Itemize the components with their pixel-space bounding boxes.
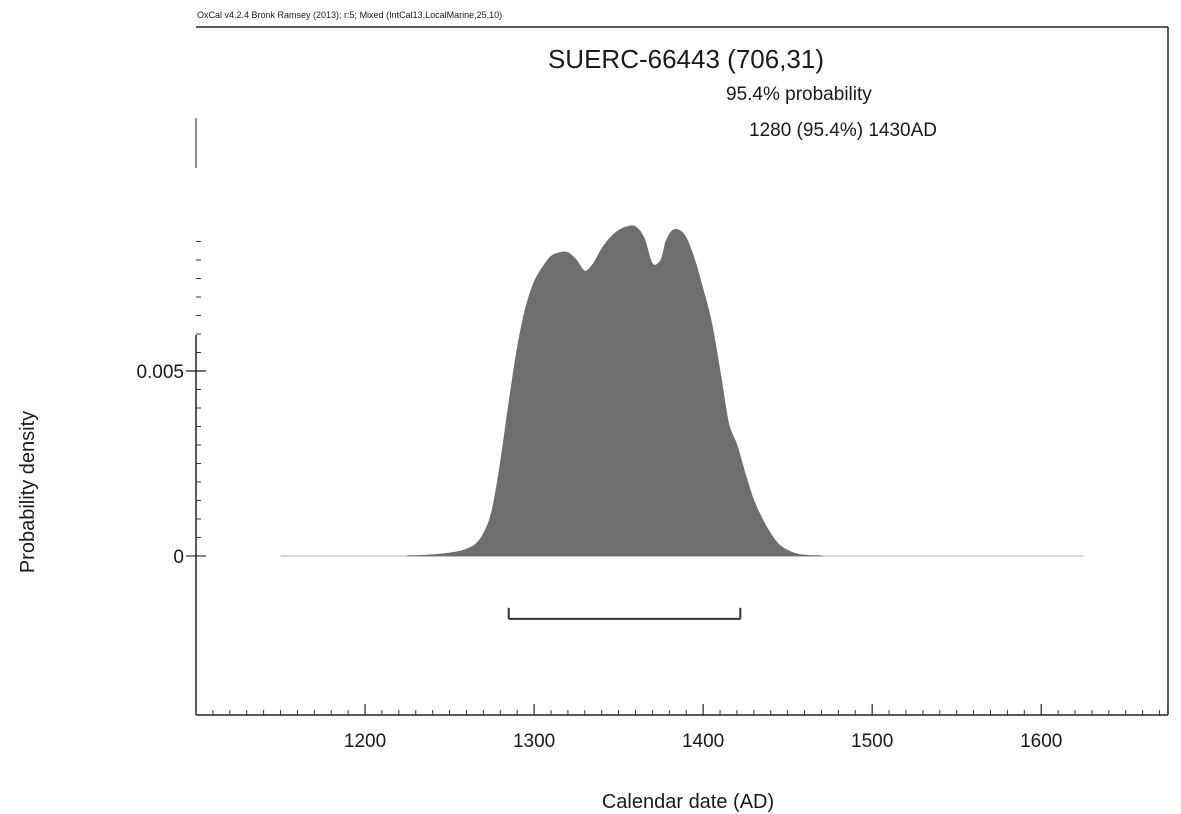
x-tick-label: 1600 [1020, 731, 1062, 752]
x-axis-label: Calendar date (AD) [602, 791, 774, 813]
x-tick-label: 1200 [344, 731, 386, 752]
x-tick-label: 1400 [682, 731, 724, 752]
y-tick-label: 0 [173, 547, 184, 568]
probability-density-area [407, 225, 822, 557]
software-version-text: OxCal v4.2.4 Bronk Ramsey (2013); r:5; M… [197, 10, 502, 20]
x-tick-label: 1300 [513, 731, 555, 752]
range-text: 1280 (95.4%) 1430AD [749, 120, 937, 141]
y-axis-label: Probability density [17, 411, 39, 573]
chart-title: SUERC-66443 (706,31) [548, 44, 824, 74]
x-tick-label: 1500 [851, 731, 893, 752]
probability-heading: 95.4% probability [726, 84, 872, 105]
y-tick-label: 0.005 [136, 362, 184, 383]
